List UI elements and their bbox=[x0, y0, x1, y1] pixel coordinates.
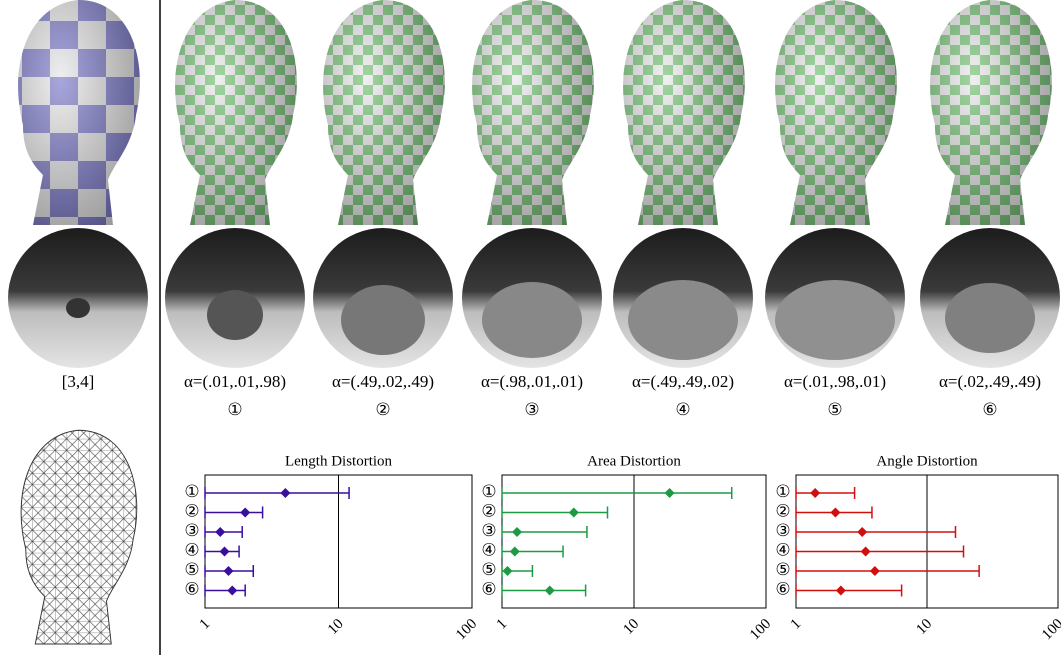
category-label: ⑤ bbox=[481, 560, 496, 579]
category-label: ① bbox=[481, 482, 496, 501]
mean-marker bbox=[870, 566, 880, 576]
parameter-disks bbox=[8, 228, 1060, 368]
mean-marker bbox=[510, 547, 520, 557]
category-label: ② bbox=[481, 501, 496, 520]
x-tick-label: 10 bbox=[913, 616, 935, 638]
mean-marker bbox=[502, 566, 512, 576]
x-tick-label: 100 bbox=[453, 616, 480, 643]
category-label: ① bbox=[775, 482, 790, 501]
alpha-label: α=(.01,.98,.01) bbox=[784, 372, 886, 391]
alpha-label: α=(.01,.01,.98) bbox=[184, 372, 286, 391]
category-label: ③ bbox=[184, 521, 199, 540]
category-label: ② bbox=[775, 501, 790, 520]
mean-marker bbox=[215, 527, 225, 537]
mean-marker bbox=[830, 508, 840, 518]
category-label: ⑥ bbox=[184, 579, 199, 598]
mean-marker bbox=[569, 508, 579, 518]
category-label: ④ bbox=[775, 540, 790, 559]
index-label: ③ bbox=[524, 400, 539, 419]
alpha-label: α=(.02,.49,.49) bbox=[939, 372, 1041, 391]
x-tick-label: 10 bbox=[325, 616, 347, 638]
reference-label: [3,4] bbox=[62, 372, 95, 391]
index-label: ⑥ bbox=[982, 400, 997, 419]
mean-marker bbox=[227, 586, 237, 596]
category-label: ⑤ bbox=[775, 560, 790, 579]
mean-marker bbox=[280, 488, 290, 498]
index-label: ① bbox=[227, 400, 242, 419]
x-tick-label: 100 bbox=[1039, 616, 1061, 643]
alpha-label: α=(.49,.02,.49) bbox=[332, 372, 434, 391]
mean-marker bbox=[861, 547, 871, 557]
mean-marker bbox=[545, 586, 555, 596]
x-tick-label: 1 bbox=[197, 616, 214, 633]
figure: [3,4] α=(.01,.01,.98) α=(.49,.02,.49) α=… bbox=[0, 0, 1061, 655]
mean-marker bbox=[857, 527, 867, 537]
alpha-label: α=(.49,.49,.02) bbox=[632, 372, 734, 391]
mean-marker bbox=[810, 488, 820, 498]
mean-marker bbox=[240, 508, 250, 518]
category-label: ④ bbox=[481, 540, 496, 559]
x-tick-label: 1 bbox=[788, 616, 805, 633]
x-tick-label: 1 bbox=[494, 616, 511, 633]
index-label: ⑤ bbox=[827, 400, 842, 419]
category-label: ① bbox=[184, 482, 199, 501]
category-label: ⑤ bbox=[184, 560, 199, 579]
mean-marker bbox=[224, 566, 234, 576]
mean-marker bbox=[220, 547, 230, 557]
mean-marker bbox=[836, 586, 846, 596]
mean-marker bbox=[665, 488, 675, 498]
category-label: ③ bbox=[481, 521, 496, 540]
alpha-label: α=(.98,.01,.01) bbox=[481, 372, 583, 391]
category-label: ② bbox=[184, 501, 199, 520]
category-label: ⑥ bbox=[775, 579, 790, 598]
chart-title: Area Distortion bbox=[587, 453, 681, 469]
chart-title: Angle Distortion bbox=[876, 453, 978, 469]
index-label: ② bbox=[375, 400, 390, 419]
index-label: ④ bbox=[675, 400, 690, 419]
category-label: ③ bbox=[775, 521, 790, 540]
x-tick-label: 100 bbox=[747, 616, 774, 643]
category-label: ④ bbox=[184, 540, 199, 559]
chart-title: Length Distortion bbox=[285, 453, 393, 469]
mean-marker bbox=[512, 527, 522, 537]
category-label: ⑥ bbox=[481, 579, 496, 598]
x-tick-label: 10 bbox=[620, 616, 642, 638]
